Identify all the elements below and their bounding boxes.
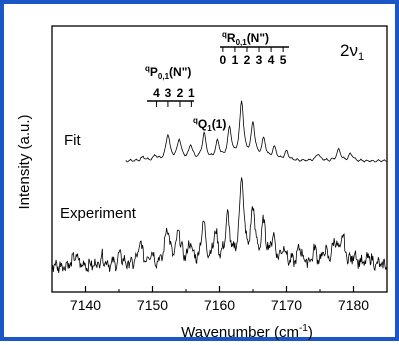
x-tick-label: 7180: [338, 297, 369, 313]
p-branch-label: qP0,1(N"): [145, 64, 191, 81]
fit-trace: [125, 100, 387, 163]
branch-number: 4: [153, 86, 160, 100]
experiment-label: Experiment: [60, 205, 137, 222]
x-tick-label: 7150: [137, 297, 168, 313]
branch-number: 3: [165, 86, 172, 100]
branch-number: 4: [268, 53, 275, 67]
branch-number: 0: [220, 53, 227, 67]
x-tick-label: 7160: [204, 297, 235, 313]
fit-label: Fit: [64, 132, 81, 149]
y-axis-label: Intensity (a.u.): [16, 114, 33, 209]
x-tick-label: 7140: [70, 297, 101, 313]
x-axis-ticks: 7140 7150 7160 7170 7180: [51, 286, 388, 313]
branch-number: 5: [280, 53, 287, 67]
branch-number: 3: [256, 53, 263, 67]
branch-number: 2: [244, 53, 251, 67]
band-label: 2ν1: [340, 41, 364, 63]
q-branch-label: qQ1(1): [193, 116, 226, 133]
branch-number: 2: [177, 86, 184, 100]
branch-number: 1: [188, 86, 195, 100]
r-branch-label: qR0,1(N"): [222, 30, 269, 47]
x-tick-label: 7170: [271, 297, 302, 313]
spectrum-chart: 7140 7150 7160 7170 7180 Fit Experiment 2ν1 …: [16, 25, 388, 341]
experiment-trace: [51, 177, 387, 273]
x-axis-label: Wavenumber (cm-1): [181, 323, 313, 341]
branch-number: 1: [232, 53, 239, 67]
